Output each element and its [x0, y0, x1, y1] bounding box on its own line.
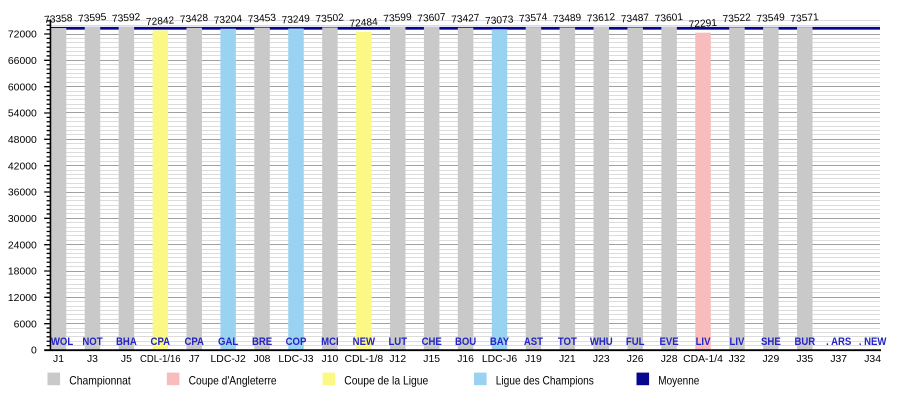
svg-text:TOT: TOT: [558, 336, 577, 348]
svg-text:73595: 73595: [78, 12, 107, 25]
svg-text:J15: J15: [423, 354, 440, 365]
svg-text:J08: J08: [254, 354, 271, 365]
svg-text:54000: 54000: [8, 109, 37, 120]
svg-text:Coupe de la Ligue: Coupe de la Ligue: [344, 373, 428, 387]
svg-text:Moyenne: Moyenne: [658, 373, 699, 387]
svg-text:J26: J26: [627, 354, 644, 365]
svg-text:J12: J12: [389, 354, 406, 365]
svg-text:73502: 73502: [315, 12, 344, 25]
svg-text:73612: 73612: [587, 12, 616, 25]
svg-text:LDC-J3: LDC-J3: [278, 354, 313, 365]
svg-text:CDA-1/4: CDA-1/4: [683, 354, 723, 365]
svg-text:NOT: NOT: [82, 336, 102, 348]
svg-text:J21: J21: [559, 354, 576, 365]
svg-text:CPA: CPA: [184, 336, 204, 348]
svg-text:30000: 30000: [8, 214, 37, 225]
svg-text:73358: 73358: [44, 13, 73, 26]
svg-text:73549: 73549: [756, 12, 785, 25]
svg-text:Coupe d'Angleterre: Coupe d'Angleterre: [189, 373, 277, 387]
svg-text:J28: J28: [661, 354, 678, 365]
svg-text:72484: 72484: [349, 17, 378, 30]
svg-text:J1: J1: [53, 354, 64, 365]
svg-text:73249: 73249: [281, 14, 310, 27]
svg-text:J37: J37: [830, 354, 847, 365]
svg-text:BHA: BHA: [116, 336, 137, 348]
svg-text:73489: 73489: [553, 12, 582, 25]
svg-text:J7: J7: [189, 354, 200, 365]
svg-text:72842: 72842: [146, 15, 175, 28]
svg-text:73607: 73607: [417, 12, 446, 25]
svg-text:73487: 73487: [621, 12, 650, 25]
svg-text:J19: J19: [525, 354, 542, 365]
svg-text:J16: J16: [457, 354, 474, 365]
svg-text:72000: 72000: [8, 30, 37, 41]
svg-text:WOL: WOL: [51, 336, 74, 348]
svg-text:COP: COP: [286, 336, 307, 348]
svg-text:73574: 73574: [519, 12, 548, 25]
svg-text:12000: 12000: [8, 293, 37, 304]
svg-text:66000: 66000: [8, 56, 37, 67]
svg-text:73453: 73453: [247, 13, 276, 26]
svg-text:73204: 73204: [213, 14, 242, 27]
svg-text:36000: 36000: [8, 188, 37, 199]
svg-text:FUL: FUL: [626, 336, 645, 348]
svg-text:73571: 73571: [790, 12, 819, 25]
svg-text:SHE: SHE: [761, 336, 781, 348]
svg-text:EVE: EVE: [660, 336, 679, 348]
svg-text:73592: 73592: [112, 12, 141, 25]
svg-text:73428: 73428: [180, 13, 209, 26]
svg-text:J23: J23: [593, 354, 610, 365]
svg-text:J32: J32: [729, 354, 746, 365]
svg-text:GAL: GAL: [218, 336, 238, 348]
svg-text:42000: 42000: [8, 161, 37, 172]
svg-text:BRE: BRE: [252, 336, 272, 348]
svg-text:CDL-1/8: CDL-1/8: [344, 354, 383, 365]
svg-text:60000: 60000: [8, 82, 37, 93]
svg-text:LIV: LIV: [696, 336, 711, 348]
svg-text:73522: 73522: [722, 12, 751, 25]
svg-text:AST: AST: [524, 336, 543, 348]
svg-text:J29: J29: [762, 354, 779, 365]
svg-text:24000: 24000: [8, 240, 37, 251]
svg-text:J34: J34: [864, 354, 881, 365]
svg-text:CPA: CPA: [151, 336, 171, 348]
svg-text:LUT: LUT: [388, 336, 407, 348]
svg-text:J5: J5: [121, 354, 132, 365]
svg-text:J10: J10: [322, 354, 339, 365]
svg-text:73601: 73601: [654, 12, 683, 25]
svg-text:WHU: WHU: [590, 336, 613, 348]
svg-text:NEW: NEW: [353, 336, 376, 348]
svg-text:73599: 73599: [383, 12, 412, 25]
svg-text:. ARS: . ARS: [826, 336, 851, 348]
svg-text:J35: J35: [796, 354, 813, 365]
svg-text:MCI: MCI: [321, 336, 339, 348]
svg-text:73427: 73427: [451, 13, 480, 26]
svg-text:BOU: BOU: [455, 336, 476, 348]
svg-text:CHE: CHE: [422, 336, 442, 348]
svg-text:Ligue des Champions: Ligue des Champions: [496, 373, 594, 387]
svg-text:6000: 6000: [14, 319, 37, 330]
svg-text:18000: 18000: [8, 267, 37, 278]
svg-text:72291: 72291: [688, 18, 717, 31]
svg-text:48000: 48000: [8, 135, 37, 146]
svg-text:CDL-1/16: CDL-1/16: [140, 354, 181, 365]
svg-text:LIV: LIV: [730, 336, 745, 348]
svg-text:Championnat: Championnat: [69, 373, 131, 387]
svg-text:73073: 73073: [485, 14, 514, 27]
svg-text:. NEW: . NEW: [859, 336, 887, 348]
svg-text:LDC-J6: LDC-J6: [482, 354, 517, 365]
svg-text:BUR: BUR: [794, 336, 815, 348]
svg-text:J3: J3: [87, 354, 98, 365]
svg-text:0: 0: [31, 346, 37, 357]
svg-text:BAY: BAY: [490, 336, 510, 348]
svg-text:LDC-J2: LDC-J2: [211, 354, 246, 365]
